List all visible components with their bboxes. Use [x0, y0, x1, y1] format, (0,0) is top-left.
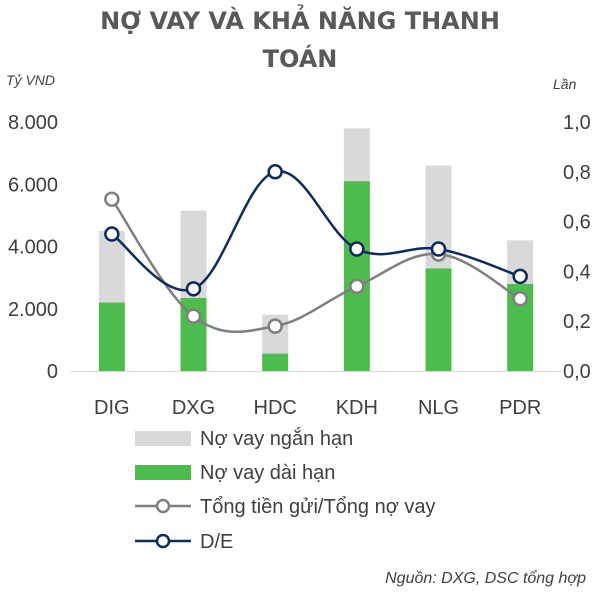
x-axis-category-label: HDC	[254, 397, 297, 419]
point-deposit-to-debt	[349, 278, 365, 295]
right-axis-tick-label: 1,0	[563, 112, 591, 134]
right-axis-tick-label: 0,4	[563, 261, 591, 283]
bar-long-term-debt	[343, 181, 370, 371]
x-axis-category-label: KDH	[336, 397, 378, 419]
point-de-ratio	[512, 268, 528, 285]
legend-marker-deposit-to-debt	[155, 498, 171, 514]
legend-label-deposit-to-debt: Tổng tiền gửi/Tổng nợ vay	[200, 496, 436, 518]
left-axis-tick-label: 8.000	[8, 112, 58, 134]
point-de-ratio	[267, 164, 283, 180]
right-axis-tick-label: 0,2	[563, 311, 591, 333]
legend-swatch-long-term-debt	[135, 465, 191, 480]
bar-long-term-debt	[98, 302, 125, 371]
point-deposit-to-debt	[512, 291, 528, 307]
left-axis-tick-label: 0	[47, 361, 58, 383]
left-axis-tick-label: 4.000	[8, 237, 58, 259]
right-axis-tick-label: 0,0	[563, 361, 591, 383]
legend-marker-de-ratio	[155, 533, 171, 549]
legend-label-long-term-debt: Nợ vay dài hạn	[200, 462, 335, 484]
left-axis-tick-label: 6.000	[8, 174, 58, 196]
x-axis-category-label: PDR	[499, 397, 541, 419]
bar-long-term-debt	[262, 353, 289, 371]
point-de-ratio	[430, 241, 447, 257]
bar-long-term-debt	[425, 268, 452, 371]
right-axis-tick-label: 0,6	[563, 212, 591, 234]
point-deposit-to-debt	[267, 318, 283, 334]
legend-swatch-short-term-debt	[135, 431, 191, 446]
right-axis-tick-label: 0,8	[563, 162, 591, 184]
chart-title-line-1: NỢ VAY VÀ KHẢ NĂNG THANH	[100, 7, 500, 35]
line-de-ratio	[111, 170, 521, 292]
legend-label-short-term-debt: Nợ vay ngắn hạn	[200, 427, 353, 450]
x-axis-category-label: DIG	[94, 397, 130, 419]
point-de-ratio	[349, 241, 365, 257]
left-axis-unit: Tỷ VND	[6, 72, 55, 88]
right-axis-unit: Lần	[553, 76, 577, 92]
source-note: Nguồn: DXG, DSC tổng hợp	[385, 570, 586, 587]
bar-short-term-debt	[343, 128, 370, 182]
legend-label-de-ratio: D/E	[200, 531, 233, 553]
x-axis-category-label: NLG	[418, 397, 459, 419]
point-de-ratio	[185, 281, 202, 297]
x-axis-category-label: DXG	[172, 397, 215, 419]
point-de-ratio	[104, 226, 120, 242]
chart-title-line-2: TOÁN	[262, 45, 338, 73]
left-axis-tick-label: 2.000	[8, 299, 58, 321]
point-deposit-to-debt	[104, 191, 120, 207]
line-deposit-to-debt	[110, 198, 521, 334]
point-deposit-to-debt	[185, 308, 202, 324]
